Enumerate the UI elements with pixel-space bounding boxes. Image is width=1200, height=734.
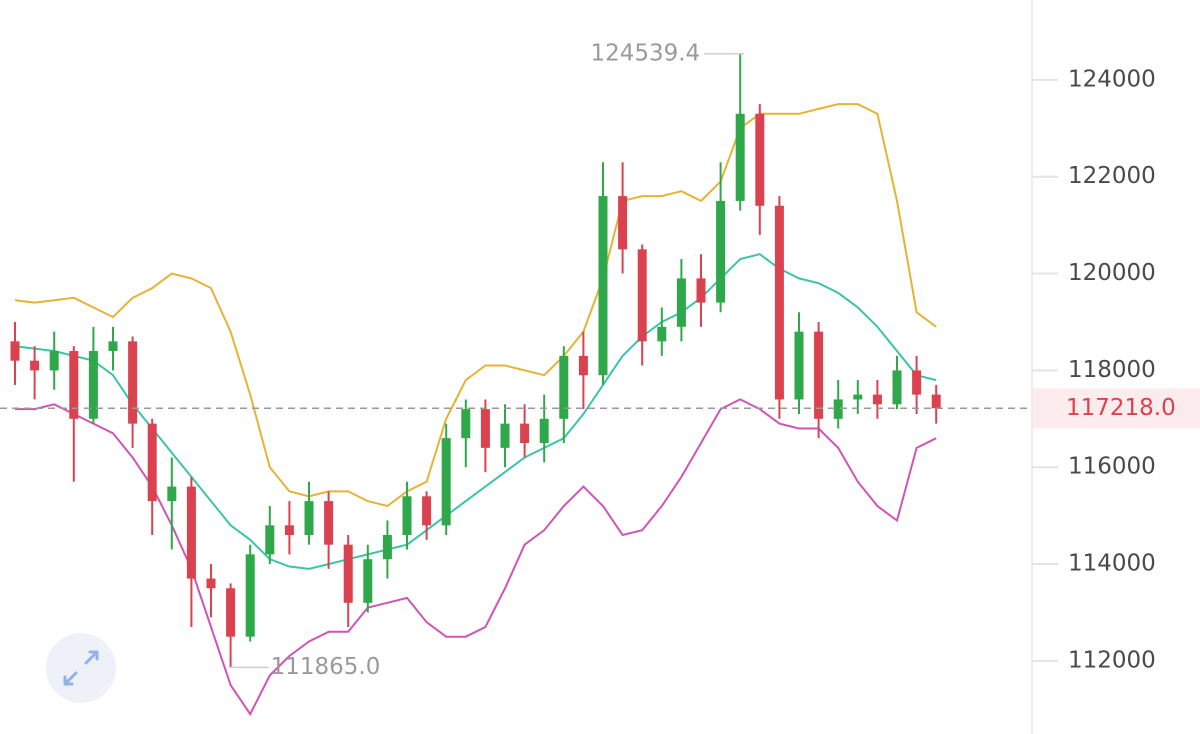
candle-body (931, 394, 941, 409)
y-tick-label: 118000 (1068, 357, 1156, 383)
candle-body (892, 370, 902, 405)
candle-body (206, 578, 216, 589)
candle-body (88, 351, 98, 419)
y-tick-label: 116000 (1068, 454, 1156, 480)
expand-button[interactable] (46, 633, 116, 703)
candle-body (461, 409, 471, 439)
candle-body (265, 525, 275, 555)
last-price-bg (1033, 388, 1200, 429)
candle-body (422, 496, 432, 526)
candle-body (676, 278, 686, 327)
candle-body (49, 351, 59, 371)
candle-body (108, 341, 118, 352)
candle-body (147, 423, 157, 502)
candle-body (441, 438, 451, 526)
candle-body (912, 370, 922, 395)
candle-body (520, 423, 530, 444)
candle-body (500, 423, 510, 448)
candle-body (794, 331, 804, 400)
candle-body (284, 525, 294, 536)
candle-body (539, 418, 549, 444)
candle-body (128, 341, 138, 424)
y-tick-label: 112000 (1068, 647, 1156, 673)
band-line (14, 103, 937, 508)
expand-icon[interactable] (63, 650, 99, 686)
candle-body (382, 535, 392, 560)
candle-body (304, 501, 314, 536)
candle-body (226, 588, 236, 637)
candle-body (716, 200, 726, 303)
candle-body (618, 196, 628, 250)
candle-body (363, 559, 373, 603)
candle-body (853, 394, 863, 400)
candle-body (657, 326, 667, 342)
last-price-label: 117218.0 (1066, 395, 1176, 421)
candle-body (167, 486, 177, 502)
candle-body (872, 394, 882, 405)
expand-button-bg[interactable] (46, 633, 116, 703)
y-tick-label: 120000 (1068, 260, 1156, 286)
candle-body (637, 249, 647, 342)
candle-body (755, 113, 765, 206)
y-tick-label: 124000 (1068, 66, 1156, 92)
candle-body (559, 355, 569, 419)
candle-body (343, 544, 353, 603)
band-line (15, 398, 937, 717)
y-tick-label: 122000 (1068, 163, 1156, 189)
candle-body (814, 331, 824, 419)
candle-body (696, 278, 706, 303)
candle-body (578, 355, 588, 376)
candle-body (186, 486, 196, 579)
candle-body (30, 360, 40, 371)
candle-body (402, 496, 412, 536)
candle-body (69, 351, 79, 419)
candle-body (598, 196, 608, 376)
plot: 112000 114000 116000 118000 120000 122000 1240… (0, 40, 1200, 717)
candle-body (480, 409, 490, 448)
candle-body (833, 399, 843, 419)
high-label: 124539.4 (590, 40, 700, 66)
candle-body (735, 113, 745, 201)
low-label: 111865.0 (271, 654, 381, 680)
candle-body (10, 341, 20, 361)
candle-body (774, 205, 784, 400)
y-tick-label: 114000 (1068, 551, 1156, 577)
candle-body (324, 501, 334, 545)
candle-body (245, 554, 255, 637)
